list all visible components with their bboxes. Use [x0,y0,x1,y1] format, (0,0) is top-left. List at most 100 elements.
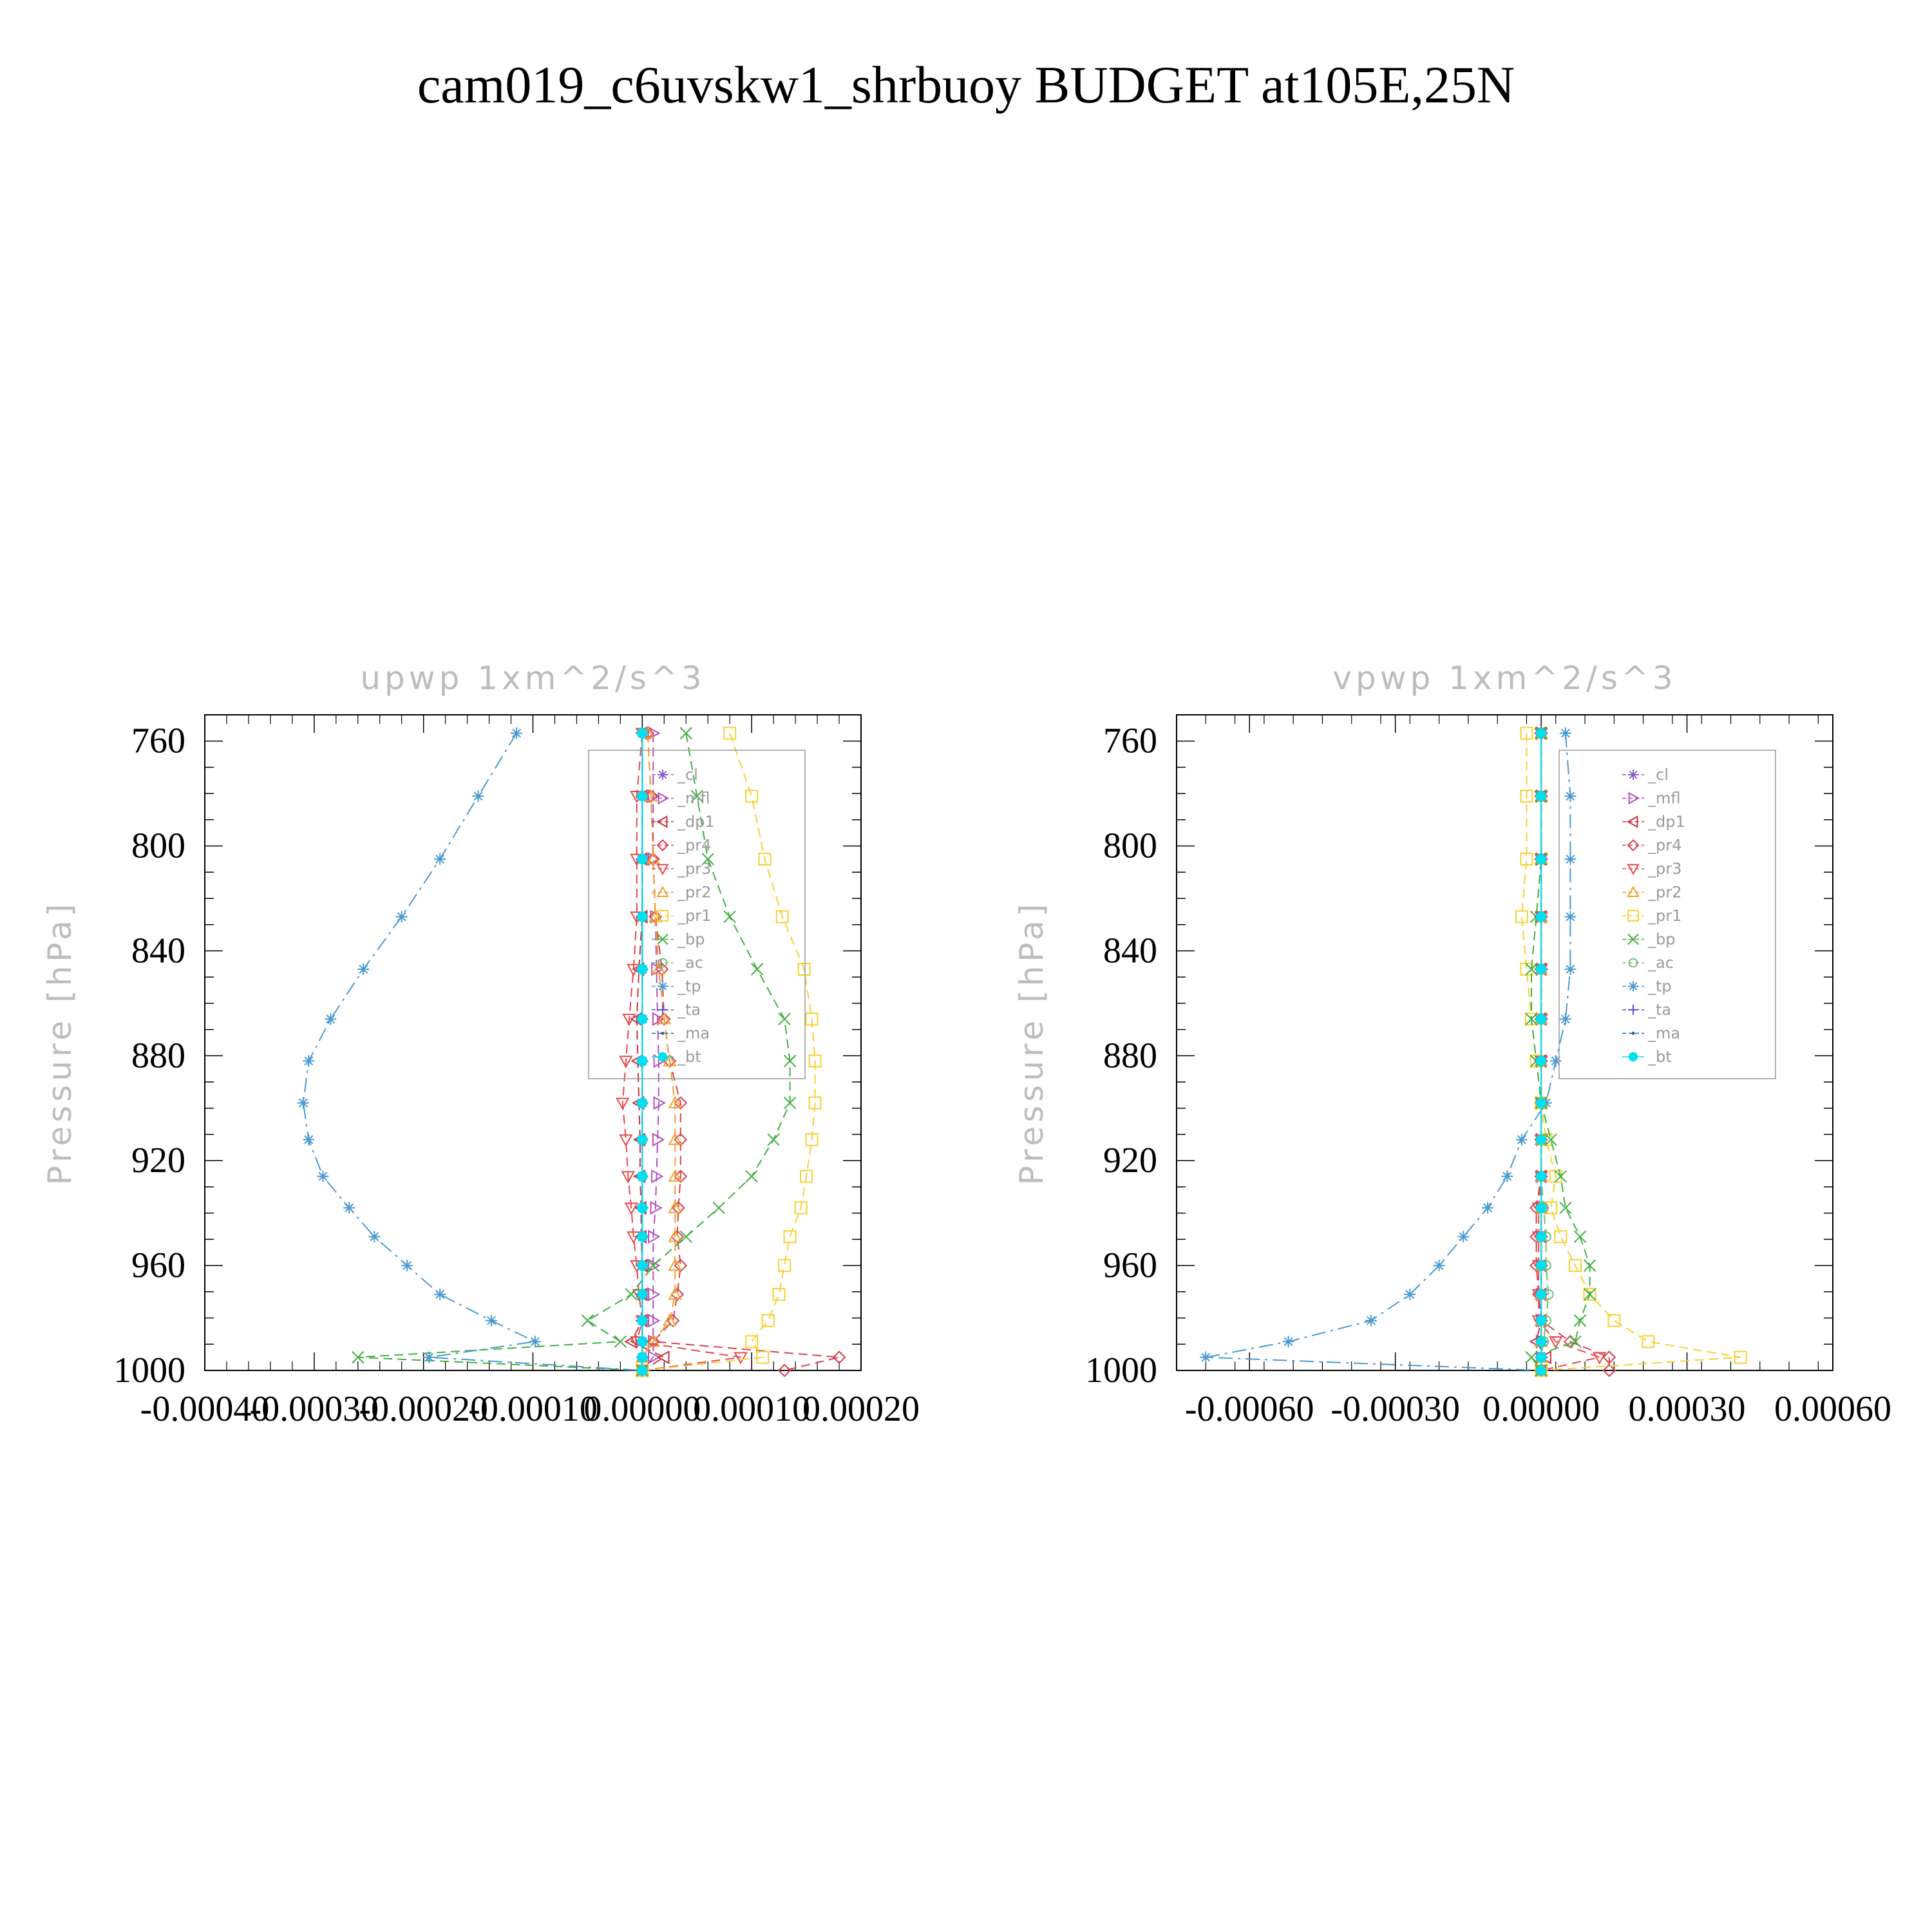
x-tick-label: 0.00000 [1482,1389,1600,1429]
data-point [767,1133,780,1146]
series-line [641,733,676,1370]
data-point [1559,1013,1571,1025]
legend-entry: _bt [652,1048,701,1066]
legend-label: _bt [677,1048,701,1066]
data-point [637,1171,648,1182]
data-point [1536,853,1547,865]
legend-label: _pr3 [677,860,711,878]
data-point [805,1012,819,1026]
data-point [637,1260,648,1271]
data-point [423,1351,435,1363]
data-point [1520,962,1533,976]
legend-label: _bp [677,931,705,949]
y-tick-label: 840 [1103,931,1157,971]
legend-label: _ac [1647,954,1674,972]
data-point [808,1054,822,1068]
series-line [1530,733,1591,1371]
data-point [1404,1288,1416,1300]
x-tick-label: 0.00020 [802,1389,920,1429]
data-point [1568,1259,1582,1273]
data-point [303,1133,315,1146]
legend-label: _dp1 [677,813,715,831]
data-point [637,1056,648,1066]
data-point [1536,1352,1547,1363]
legend-entry: _pr2 [652,884,711,902]
data-point [668,1229,682,1242]
data-point [637,853,648,865]
data-point [625,1288,638,1301]
legend-entry: _pr2 [1622,884,1681,902]
data-point [1544,1133,1557,1146]
legend: _cl _mfl _dp1 _pr4 _pr3 _pr2 _pr1 _bp _ac _tp _ta _… [588,750,806,1079]
data-point [1536,1202,1547,1213]
data-point [663,1313,677,1326]
data-point [668,1200,682,1213]
data-point [648,1258,661,1273]
data-point [627,1231,641,1244]
data-point [701,853,714,866]
data-point [734,1352,748,1365]
data-point [1536,1014,1547,1025]
legend-entry: _bp [1622,931,1675,949]
legend-entry: _dp1 [652,813,715,831]
data-point [1520,790,1533,803]
data-point [832,1350,846,1365]
legend-label: _cl [1647,766,1669,784]
data-point [637,728,648,739]
data-point [647,1259,660,1272]
data-point [723,726,737,740]
chart-panel-1: upwp 1xm^2/s^3 Pressure [hPa] 760 800 840 880… [41,659,920,1429]
legend-label: _pr4 [677,837,711,855]
data-point [668,1169,682,1182]
data-point [653,1095,666,1110]
legend-label: _ac [677,954,703,972]
plot-frame [204,714,862,1371]
legend-label: _pr2 [677,884,711,902]
series-bp [352,726,797,1377]
figure-title: cam019_c6uvskw1_shrbuoy BUDGET at105E,25… [417,55,1515,114]
y-tick-label: 800 [131,826,185,866]
data-point [1559,1201,1572,1215]
data-point [1564,853,1577,865]
data-point [1536,1365,1547,1376]
legend-entry: _pr1 [1622,907,1681,925]
data-point [627,963,641,977]
data-point [401,1260,413,1272]
data-point [778,1259,791,1273]
x-tick-label: -0.00030 [250,1389,379,1429]
y-tick-label: 1000 [113,1350,185,1390]
data-point [1536,1056,1547,1066]
data-point [712,1201,725,1215]
data-point [1549,1170,1562,1183]
data-point [750,963,764,976]
data-point [808,1096,822,1110]
data-point [1602,1350,1616,1365]
data-point [745,1335,759,1349]
legend-label: _dp1 [1647,813,1685,831]
data-point [1607,1314,1621,1327]
x-tick-label: -0.00020 [359,1389,488,1429]
data-point [646,851,661,865]
y-tick-label: 760 [131,721,185,761]
legend-entry: _bp [652,931,705,949]
data-point [648,1229,661,1244]
series-bt [637,728,648,1376]
data-point [1564,963,1577,975]
series-line [642,733,816,1371]
data-point [723,910,736,923]
data-point [652,1132,665,1147]
series-tp [1200,727,1577,1376]
data-point [1554,1230,1567,1244]
legend-label: _bp [1647,931,1675,949]
data-point [679,1230,692,1244]
data-point [1536,1315,1547,1326]
legend-label: _cl [677,766,698,784]
legend-entry: _ma [1622,1025,1680,1043]
data-point [1515,910,1528,923]
data-point [758,852,772,866]
data-point [1536,911,1547,922]
data-point [1501,1170,1513,1182]
data-point [637,911,648,922]
data-point [1549,1055,1562,1067]
data-point [619,1056,633,1068]
